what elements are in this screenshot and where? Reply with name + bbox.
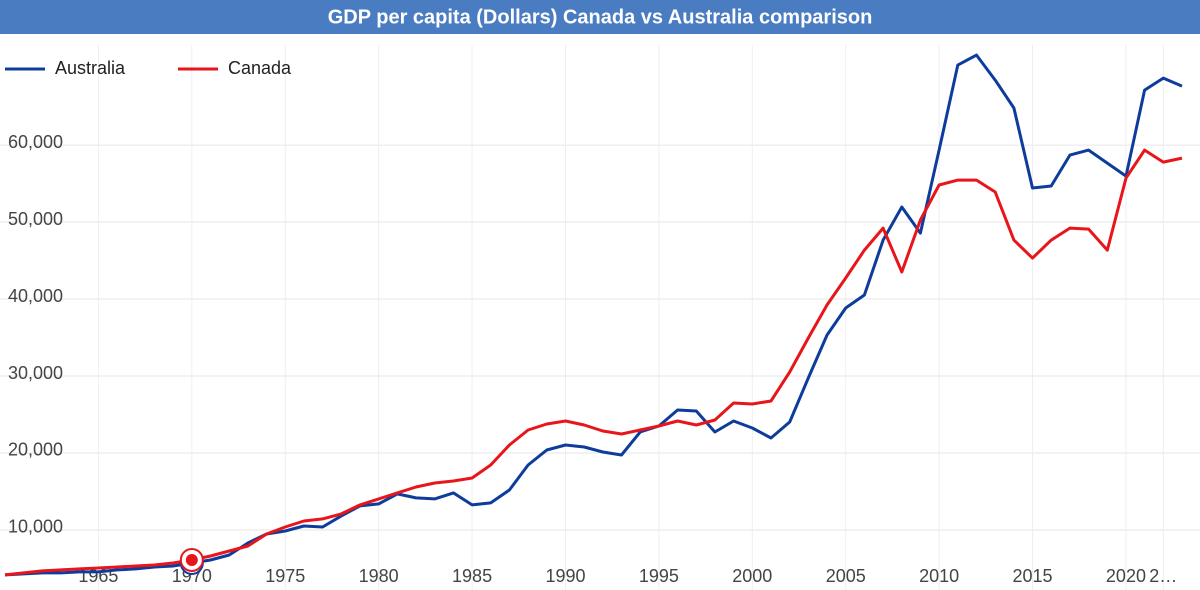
series-line: [4, 53, 1183, 577]
x-tick-label: 2015: [1013, 566, 1053, 586]
legend-label: Canada: [228, 58, 292, 78]
y-tick-label: 50,000: [8, 209, 63, 229]
y-tick-label: 20,000: [8, 440, 63, 460]
x-tick-label: 1980: [359, 566, 399, 586]
x-tick-label: 1985: [452, 566, 492, 586]
y-tick-label: 10,000: [8, 517, 63, 537]
x-tick-label: 2005: [826, 566, 866, 586]
y-tick-label: 60,000: [8, 132, 63, 152]
y-tick-label: 30,000: [8, 363, 63, 383]
x-tick-label: 2…: [1149, 566, 1177, 586]
chart-title: GDP per capita (Dollars) Canada vs Austr…: [328, 6, 873, 28]
x-tick-label: 1975: [265, 566, 305, 586]
highlight-dot: [185, 553, 198, 566]
x-tick-label: 2020: [1106, 566, 1146, 586]
x-tick-label: 1990: [545, 566, 585, 586]
x-tick-label: 2010: [919, 566, 959, 586]
x-tick-label: 1995: [639, 566, 679, 586]
x-tick-label: 1970: [172, 566, 212, 586]
x-tick-label: 2000: [732, 566, 772, 586]
title-bar: [0, 0, 1200, 34]
y-tick-label: 40,000: [8, 286, 63, 306]
series-line: [4, 148, 1183, 577]
legend-label: Australia: [55, 58, 126, 78]
